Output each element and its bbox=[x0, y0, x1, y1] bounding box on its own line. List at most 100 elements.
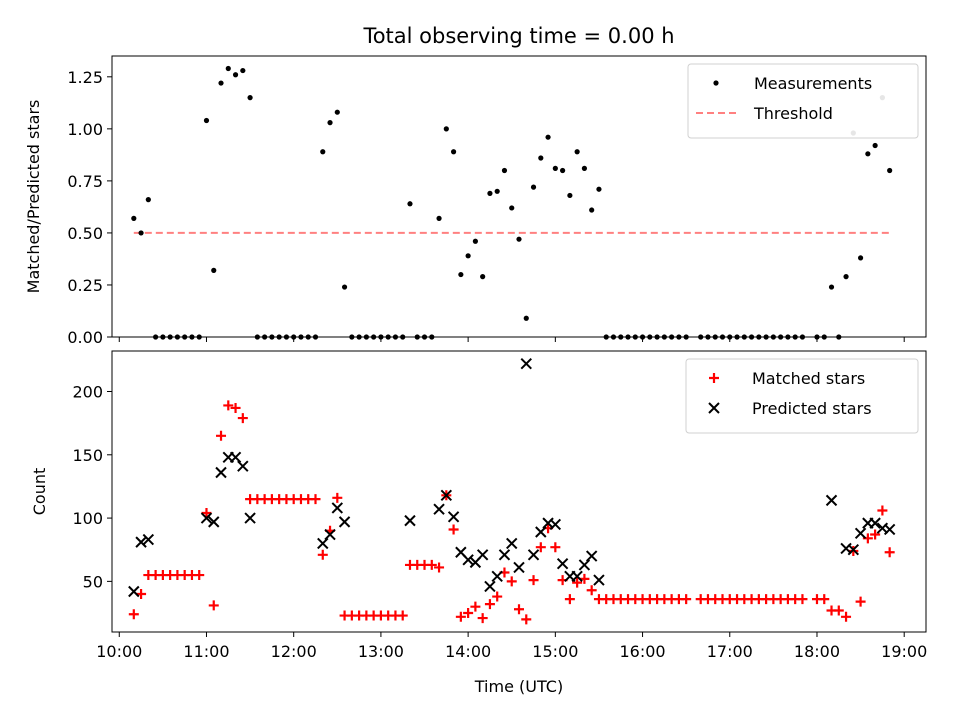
x-tick-label: 17:00 bbox=[707, 642, 753, 661]
measurement-point bbox=[843, 274, 849, 280]
measurement-point bbox=[196, 334, 202, 340]
measurement-point bbox=[857, 255, 864, 261]
x-tick-label: 16:00 bbox=[619, 642, 665, 661]
predicted-point bbox=[520, 357, 532, 370]
measurement-point bbox=[363, 334, 369, 340]
measurement-point bbox=[523, 315, 529, 321]
measurement-point bbox=[632, 334, 638, 340]
measurement-point bbox=[298, 334, 304, 340]
predicted-point bbox=[549, 518, 562, 531]
predicted-point bbox=[447, 511, 460, 523]
count-panel: 50 100 150 200 10:00 11:00 12:00 13:00 14:00 15:0… bbox=[30, 350, 927, 696]
measurement-point bbox=[639, 334, 646, 340]
matched-point bbox=[455, 611, 466, 622]
measurement-point bbox=[247, 95, 253, 101]
measurement-point bbox=[211, 267, 217, 273]
predicted-point bbox=[571, 570, 583, 583]
matched-point bbox=[230, 402, 241, 413]
measurement-point bbox=[371, 334, 377, 340]
legend-label: Predicted stars bbox=[752, 399, 872, 418]
measurement-point bbox=[400, 334, 406, 340]
legend-label: Matched stars bbox=[752, 369, 865, 388]
measurement-point bbox=[676, 334, 682, 340]
matched-point bbox=[434, 562, 445, 573]
matched-point bbox=[681, 594, 692, 605]
measurement-point bbox=[145, 197, 151, 203]
measurement-point bbox=[734, 334, 740, 340]
measurement-point bbox=[254, 334, 260, 340]
matched-point bbox=[310, 494, 321, 505]
measurement-point bbox=[494, 188, 500, 194]
predicted-point bbox=[535, 526, 547, 538]
matched-point bbox=[870, 529, 881, 540]
y-tick-label: 150 bbox=[72, 446, 103, 465]
legend-label: Measurements bbox=[754, 74, 872, 93]
matched-point bbox=[201, 508, 212, 519]
measurement-point bbox=[538, 155, 544, 161]
measurement-point bbox=[421, 334, 428, 340]
y-tick-label: 100 bbox=[72, 509, 103, 528]
measurement-point bbox=[828, 284, 835, 290]
measurement-point bbox=[349, 334, 355, 340]
axes-frame bbox=[111, 350, 927, 633]
measurement-point bbox=[480, 274, 486, 280]
measurement-point bbox=[174, 334, 181, 340]
measurement-point bbox=[596, 186, 602, 192]
predicted-point bbox=[513, 561, 525, 574]
y-axis-label: Count bbox=[30, 468, 49, 516]
measurement-point bbox=[567, 192, 573, 199]
predicted-point bbox=[135, 536, 147, 548]
axes-frame bbox=[111, 55, 927, 338]
legend: Measurements Threshold bbox=[687, 63, 919, 139]
measurement-point bbox=[778, 334, 784, 340]
predicted-point bbox=[585, 550, 598, 562]
measurement-point bbox=[669, 334, 675, 340]
matched-point bbox=[426, 559, 437, 570]
measurement-point bbox=[305, 334, 311, 340]
measurement-point bbox=[756, 334, 762, 340]
matched-point bbox=[550, 542, 561, 553]
measurement-point bbox=[218, 80, 224, 86]
x-tick-label: 19:00 bbox=[881, 642, 927, 661]
matched-point bbox=[884, 547, 895, 558]
measurement-point bbox=[821, 334, 827, 340]
measurement-point bbox=[770, 334, 776, 340]
measurement-point bbox=[705, 334, 711, 340]
predicted-point bbox=[593, 574, 605, 586]
predicted-point bbox=[462, 554, 474, 566]
predicted-point bbox=[317, 537, 329, 550]
x-tick-label: 13:00 bbox=[358, 642, 404, 661]
measurement-point bbox=[610, 334, 617, 340]
matched-point bbox=[586, 585, 597, 596]
y-tick-label: 0.00 bbox=[67, 328, 103, 347]
measurement-point bbox=[291, 334, 297, 340]
ratio-panel: 0.00 0.25 0.50 0.75 1.00 1.25 Matched/Predicte… bbox=[24, 55, 927, 347]
measurement-point bbox=[269, 334, 275, 340]
predicted-point bbox=[491, 570, 503, 583]
predicted-point bbox=[556, 557, 569, 570]
measurement-point bbox=[378, 334, 384, 340]
y-axis-label: Matched/Predicted stars bbox=[24, 100, 43, 294]
matched-point bbox=[833, 605, 844, 616]
matched-point bbox=[535, 542, 546, 553]
legend-label: Threshold bbox=[753, 104, 833, 123]
matched-point bbox=[477, 613, 488, 624]
measurement-point bbox=[240, 67, 246, 74]
measurement-point bbox=[560, 167, 566, 174]
measurement-point bbox=[262, 334, 268, 340]
measurement-point bbox=[160, 334, 166, 340]
measurement-point bbox=[654, 334, 660, 340]
predicted-point bbox=[142, 533, 155, 546]
measurement-point bbox=[603, 334, 609, 340]
measurement-point bbox=[763, 334, 769, 340]
measurement-point bbox=[153, 334, 159, 340]
measurement-point bbox=[574, 149, 580, 155]
measurement-point bbox=[472, 238, 478, 244]
x-axis-label: Time (UTC) bbox=[474, 677, 563, 696]
measurement-point bbox=[748, 334, 755, 340]
predicted-point bbox=[883, 523, 896, 536]
measurement-point bbox=[552, 165, 558, 171]
x-tick-label: 14:00 bbox=[445, 642, 491, 661]
measurement-point bbox=[131, 215, 137, 221]
